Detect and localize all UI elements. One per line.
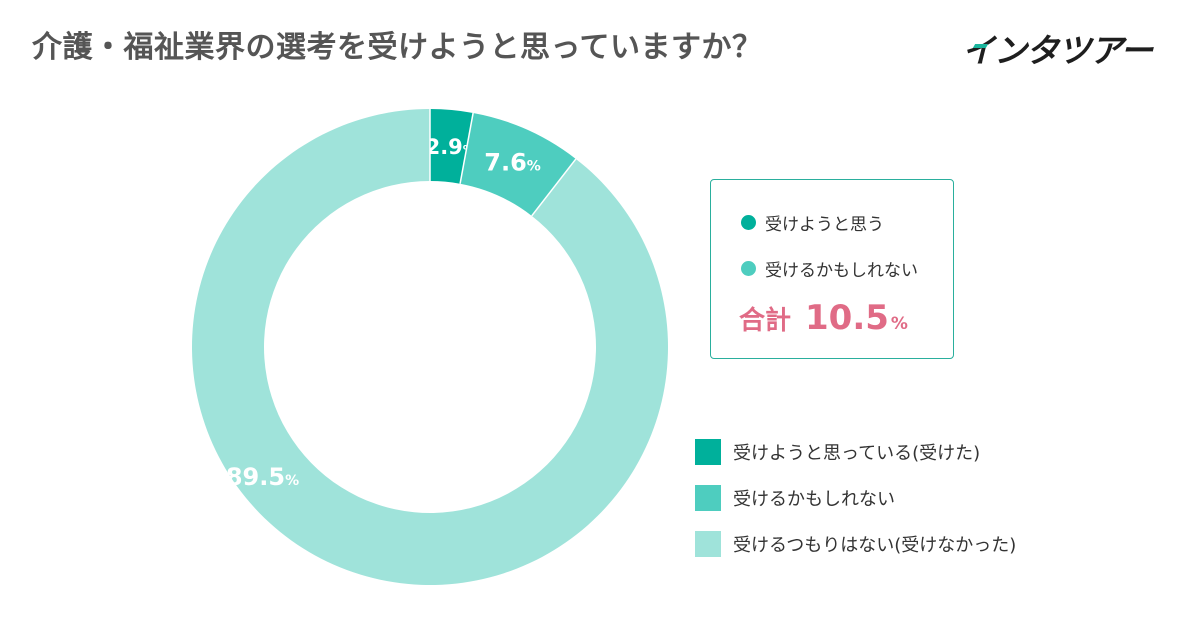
callout-item-1: 受けようと思う (741, 210, 884, 235)
logo-accent-mark (972, 44, 989, 48)
summary-callout-box: 受けようと思う 受けるかもしれない 合計 10.5 % (710, 179, 954, 359)
legend-item-3: 受けるつもりはない(受けなかった) (695, 530, 1016, 558)
slice-value-label: 89.5% (226, 463, 299, 491)
donut-slice (192, 109, 668, 586)
donut-slice (430, 109, 474, 184)
chart-title: 介護・福祉業界の選考を受けようと思っていますか？ (32, 30, 763, 65)
donut-chart: 2.9%7.6%89.5% (192, 109, 668, 586)
legend-item-2: 受けるかもしれない (695, 484, 1016, 512)
callout-total: 合計 10.5 % (739, 298, 908, 338)
legend-label: 受けるつもりはない(受けなかった) (733, 535, 1017, 556)
total-unit: % (890, 314, 908, 334)
chart-legend: 受けようと思っている(受けた) 受けるかもしれない 受けるつもりはない(受けなか… (695, 438, 1016, 576)
slice-value-label: 7.6% (484, 149, 541, 177)
legend-label: 受けるかもしれない (733, 489, 895, 510)
total-label: 合計 (739, 306, 792, 336)
slice-separator (459, 112, 474, 184)
donut-slice (460, 112, 576, 216)
callout-dot-2 (741, 261, 756, 276)
legend-swatch-2 (695, 485, 721, 511)
callout-item-2: 受けるかもしれない (741, 256, 918, 281)
callout-item-label: 受けるかもしれない (765, 261, 918, 281)
legend-swatch-1 (695, 439, 721, 465)
legend-item-1: 受けようと思っている(受けた) (695, 438, 1016, 466)
slice-separator (531, 158, 577, 217)
callout-dot-1 (741, 215, 756, 230)
brand-logo: インタツアー (962, 31, 1153, 70)
legend-swatch-3 (695, 531, 721, 557)
legend-label: 受けようと思っている(受けた) (733, 443, 981, 464)
callout-item-label: 受けようと思う (765, 215, 884, 235)
total-value: 10.5 (805, 298, 889, 338)
